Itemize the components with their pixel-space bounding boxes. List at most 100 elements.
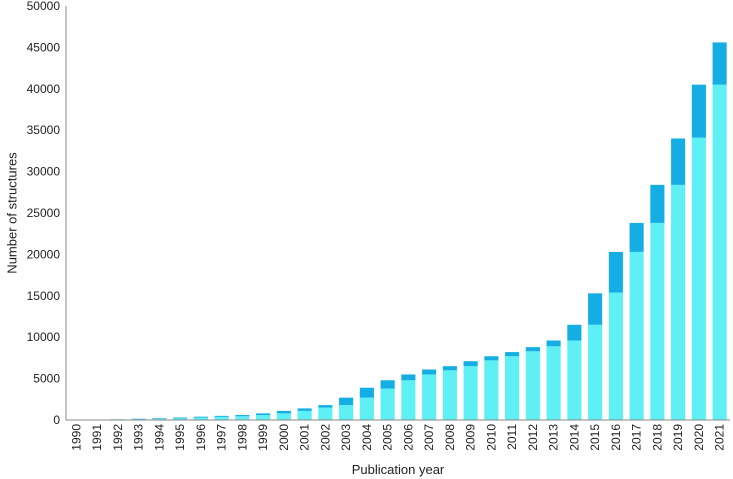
y-tick-label: 20000	[27, 247, 61, 261]
bar-2009-segment-1	[463, 366, 478, 420]
x-tick-label: 1999	[256, 424, 270, 451]
x-tick-label: 2015	[588, 424, 602, 451]
x-tick-label: 2012	[526, 424, 540, 451]
bar-2008-segment-2	[442, 366, 457, 371]
bar-1997-segment-1	[214, 416, 229, 420]
bar-2021-segment-1	[712, 84, 727, 420]
bar-2003-segment-2	[339, 397, 354, 406]
bar-2004-segment-2	[359, 387, 374, 398]
x-tick-label: 2007	[422, 424, 436, 451]
x-axis-title: Publication year	[352, 462, 445, 477]
x-tick-label: 1993	[132, 424, 146, 451]
bar-1996-segment-1	[193, 417, 208, 420]
x-tick-label: 2001	[298, 424, 312, 451]
x-tick-label: 1990	[69, 424, 83, 451]
bar-2001-segment-2	[297, 408, 312, 411]
bar-2012-segment-1	[525, 351, 540, 420]
bar-2011-segment-2	[505, 352, 520, 357]
bar-1999-segment-1	[256, 415, 271, 420]
y-tick-label: 45000	[27, 40, 61, 54]
bar-2019-segment-1	[671, 184, 686, 420]
x-tick-label: 2006	[401, 424, 415, 451]
x-tick-label: 2019	[671, 424, 685, 451]
x-tick-label: 2013	[547, 424, 561, 451]
x-tick-label: 2020	[692, 424, 706, 451]
bar-2015-segment-1	[588, 324, 603, 420]
y-tick-label: 10000	[27, 330, 61, 344]
x-tick-label: 2005	[381, 424, 395, 451]
x-tick-labels: 1990 1991 1992 1993 1994 1995 1996 1997 1998 1999…	[69, 424, 726, 451]
x-tick-label: 2018	[650, 424, 664, 451]
bar-2021-segment-2	[712, 42, 727, 85]
y-tick-label: 30000	[27, 165, 61, 179]
bar-2002-segment-1	[318, 407, 333, 420]
x-tick-label: 2010	[484, 424, 498, 451]
bar-2015-segment-2	[588, 293, 603, 325]
y-tick-label: 15000	[27, 289, 61, 303]
x-tick-label: 2017	[630, 424, 644, 451]
bar-1993-segment-2	[131, 418, 146, 420]
bar-2003-segment-1	[339, 405, 354, 420]
bar-2007-segment-2	[422, 369, 437, 375]
bar-2008-segment-1	[442, 370, 457, 420]
bar-2012-segment-2	[525, 347, 540, 352]
y-tick-label: 25000	[27, 206, 61, 220]
x-tick-label: 2003	[339, 424, 353, 451]
x-tick-label: 2014	[567, 424, 581, 451]
bar-2020-segment-1	[691, 137, 706, 420]
bar-1995-segment-2	[173, 417, 188, 419]
bar-2006-segment-2	[401, 374, 416, 381]
bar-1995-segment-1	[173, 418, 188, 420]
y-tick-label: 0	[53, 413, 60, 427]
y-tick-label: 40000	[27, 82, 61, 96]
x-tick-label: 1992	[111, 424, 125, 451]
bar-2013-segment-2	[546, 340, 561, 347]
y-tick-labels: 0 5000 10000 15000 20000 25000 30000 35000 40000…	[27, 0, 61, 427]
bar-1998-segment-1	[235, 416, 250, 420]
bar-2017-segment-1	[629, 251, 644, 420]
bar-1996-segment-2	[193, 416, 208, 418]
bar-2019-segment-2	[671, 138, 686, 185]
x-tick-label: 2009	[464, 424, 478, 451]
bar-2009-segment-2	[463, 361, 478, 367]
x-tick-label: 2011	[505, 424, 519, 450]
x-tick-label: 2021	[713, 424, 727, 451]
bar-2014-segment-1	[567, 340, 582, 420]
y-tick-label: 35000	[27, 123, 61, 137]
bar-1994-segment-2	[152, 418, 167, 419]
x-tick-label: 1996	[194, 424, 208, 451]
bar-2014-segment-2	[567, 324, 582, 341]
bar-2017-segment-2	[629, 222, 644, 252]
axes	[65, 6, 730, 421]
x-tick-label: 2016	[609, 424, 623, 451]
x-tick-label: 2004	[360, 424, 374, 451]
bar-2002-segment-2	[318, 405, 333, 408]
x-tick-label: 1994	[152, 424, 166, 451]
x-tick-label: 2000	[277, 424, 291, 451]
bar-2010-segment-2	[484, 356, 499, 361]
bar-2018-segment-2	[650, 184, 665, 223]
x-tick-label: 2002	[318, 424, 332, 451]
bar-1999-segment-2	[256, 413, 271, 416]
bar-1997-segment-2	[214, 415, 229, 417]
bar-2005-segment-2	[380, 380, 395, 389]
bar-layer	[69, 42, 727, 420]
bar-2004-segment-1	[359, 397, 374, 420]
x-tick-label: 1997	[215, 424, 229, 451]
bar-2000-segment-2	[276, 410, 291, 414]
bar-2007-segment-1	[422, 374, 437, 420]
bar-1998-segment-2	[235, 415, 250, 417]
bar-2018-segment-1	[650, 222, 665, 420]
y-tick-label: 5000	[33, 372, 60, 386]
x-tick-label: 1998	[235, 424, 249, 451]
bar-2016-segment-1	[608, 292, 623, 420]
bar-2020-segment-2	[691, 84, 706, 138]
bar-2011-segment-1	[505, 356, 520, 420]
x-tick-label: 1995	[173, 424, 187, 451]
bar-2000-segment-1	[276, 413, 291, 420]
bar-2016-segment-2	[608, 251, 623, 293]
y-axis-title: Number of structures	[5, 152, 20, 274]
bar-2006-segment-1	[401, 380, 416, 420]
x-tick-label: 2008	[443, 424, 457, 451]
